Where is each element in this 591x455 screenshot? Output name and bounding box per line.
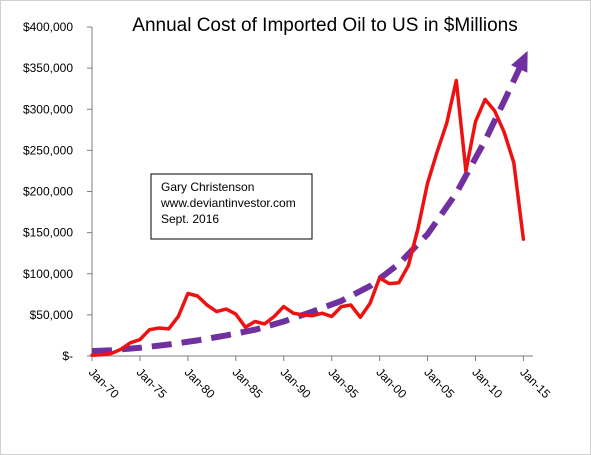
- annotation-line-1: Gary Christenson: [161, 180, 254, 194]
- y-tick-label: $150,000: [23, 226, 73, 240]
- x-tick-label: Jan-00: [373, 365, 409, 401]
- y-tick-label: $200,000: [23, 185, 73, 199]
- x-tick-label: Jan-05: [421, 365, 457, 401]
- chart-title: Annual Cost of Imported Oil to US in $Mi…: [132, 15, 517, 36]
- y-tick-label: $100,000: [23, 267, 73, 281]
- y-axis: $- $50,000 $100,000 $150,000 $200,000 $250,00…: [23, 20, 93, 363]
- trend-arrowhead: [511, 50, 528, 73]
- x-tick-label: Jan-90: [278, 365, 314, 401]
- y-tick-label: $-: [62, 349, 73, 363]
- x-tick-label: Jan-10: [469, 365, 505, 401]
- actual-line: [90, 78, 526, 357]
- x-tick-label: Jan-75: [134, 365, 170, 401]
- annotation-line-3: Sept. 2016: [161, 212, 219, 226]
- x-axis: Jan-70 Jan-75 Jan-80 Jan-85 Jan-90 Jan-95 Jan-…: [86, 355, 553, 401]
- annotation-box: Gary Christenson www.deviantinvestor.com…: [150, 173, 313, 240]
- trend-line: [91, 58, 527, 355]
- series-group: [90, 50, 528, 357]
- x-tick-label: Jan-15: [517, 365, 553, 401]
- x-tick-label: Jan-85: [230, 365, 266, 401]
- annotation-line-2: www.deviantinvestor.com: [160, 196, 296, 210]
- y-tick-label: $400,000: [23, 20, 73, 34]
- x-tick-label: Jan-80: [182, 365, 218, 401]
- y-tick-label: $50,000: [30, 308, 74, 322]
- y-tick-label: $300,000: [23, 102, 73, 116]
- y-tick-label: $250,000: [23, 143, 73, 157]
- y-tick-label: $350,000: [23, 61, 73, 75]
- x-tick-label: Jan-70: [86, 365, 122, 401]
- x-tick-label: Jan-95: [326, 365, 362, 401]
